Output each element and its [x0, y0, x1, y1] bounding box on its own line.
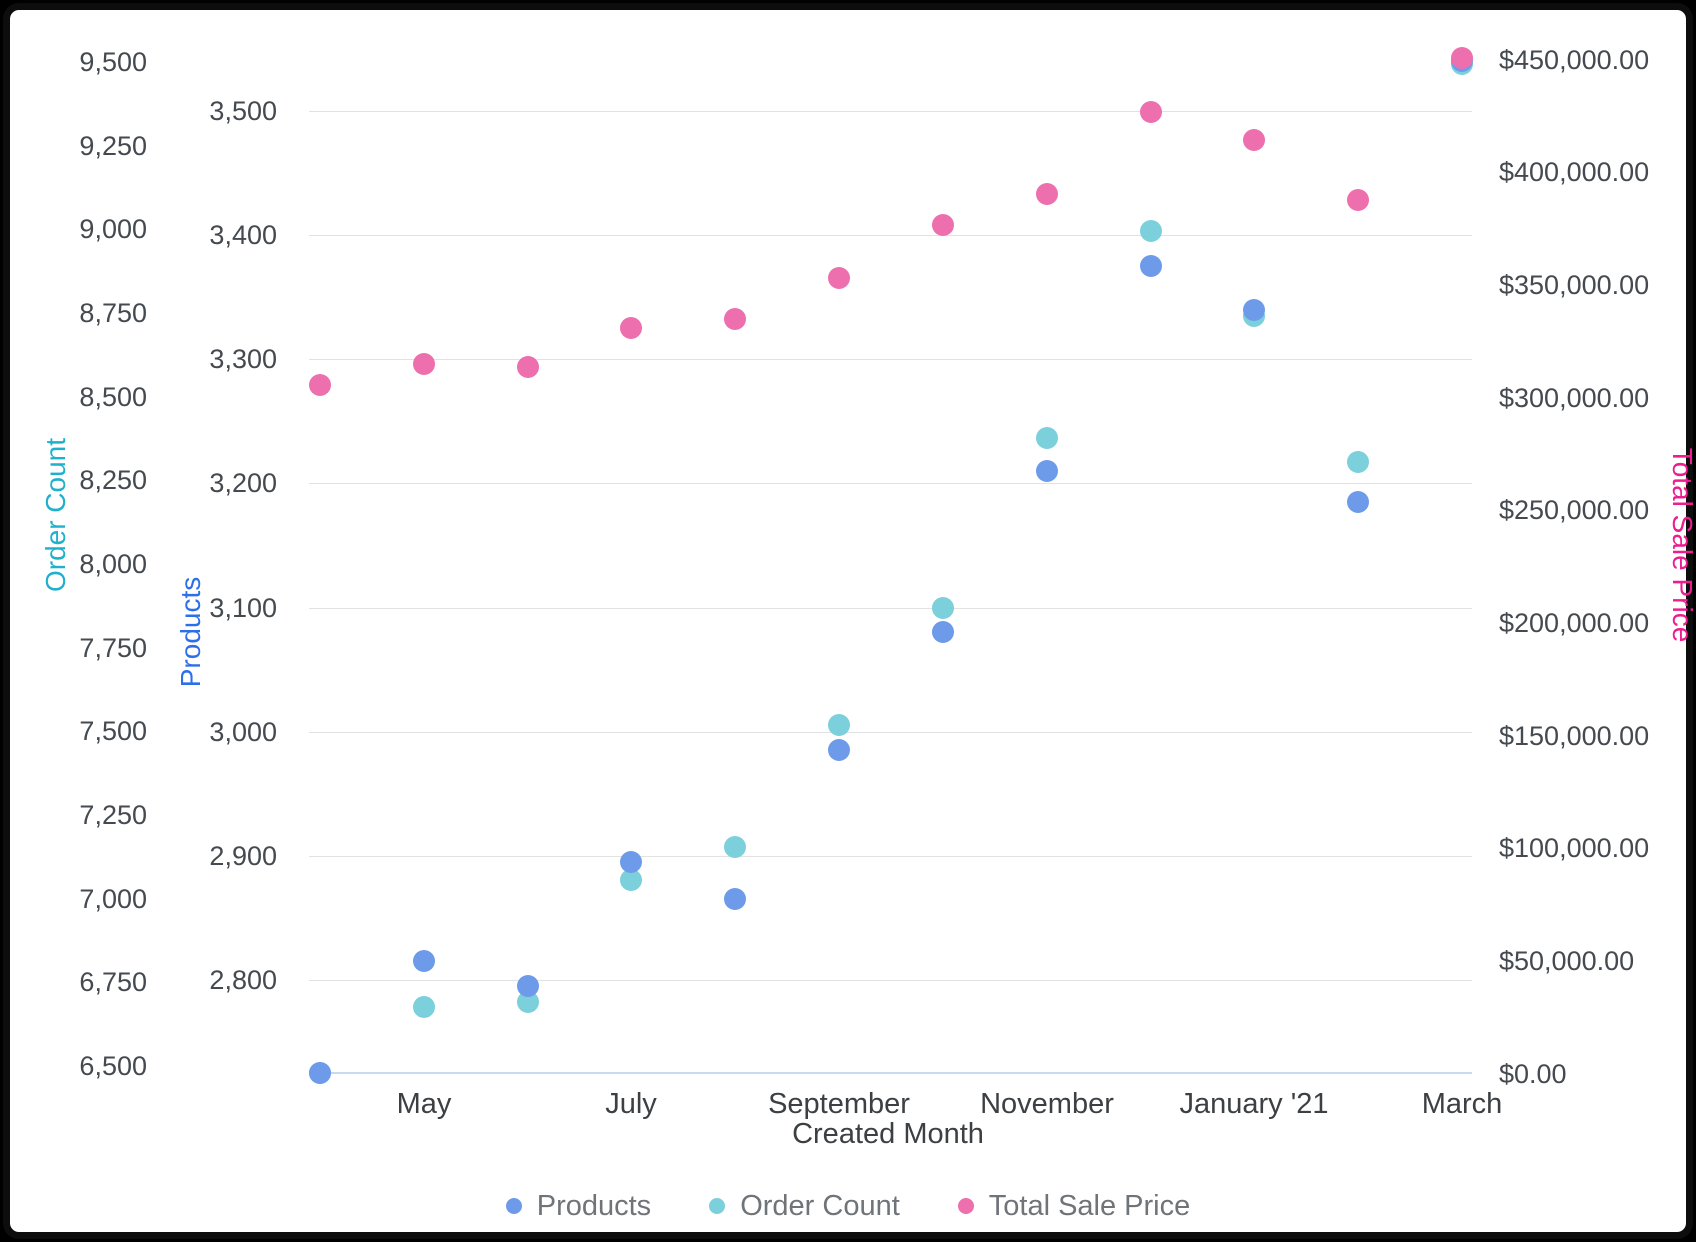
data-point-order_count[interactable]	[724, 836, 746, 858]
total-sale-price-tick-label: $0.00	[1499, 1059, 1567, 1089]
gridline	[309, 732, 1472, 733]
order-count-tick-label: 8,000	[79, 549, 147, 579]
data-point-order_count[interactable]	[1347, 451, 1369, 473]
gridline	[309, 483, 1472, 484]
order-count-tick-label: 9,250	[79, 131, 147, 161]
products-tick-label: 3,100	[209, 593, 277, 623]
products-tick-label: 2,800	[209, 965, 277, 995]
order-count-tick-label: 9,000	[79, 214, 147, 244]
data-point-products[interactable]	[413, 950, 435, 972]
products-tick-label: 3,200	[209, 468, 277, 498]
data-point-total_sale_price[interactable]	[1451, 47, 1473, 69]
data-point-order_count[interactable]	[413, 996, 435, 1018]
total-sale-price-tick-label: $350,000.00	[1499, 270, 1650, 300]
legend-swatch-icon	[957, 1198, 974, 1214]
data-point-total_sale_price[interactable]	[413, 353, 435, 375]
x-tick-label: September	[768, 1088, 910, 1120]
products-tick-label: 3,300	[209, 344, 277, 374]
legend-swatch-icon	[709, 1198, 726, 1214]
order-count-tick-label: 6,750	[79, 967, 147, 997]
x-axis-line	[309, 1072, 1472, 1074]
total-sale-price-tick-label: $50,000.00	[1499, 946, 1635, 976]
order-count-tick-label: 7,000	[79, 884, 147, 914]
legend-item[interactable]: Products	[505, 1189, 652, 1223]
x-tick-label: July	[605, 1088, 657, 1120]
data-point-products[interactable]	[724, 888, 746, 910]
legend-label: Total Sale Price	[988, 1189, 1191, 1222]
data-point-products[interactable]	[309, 1062, 331, 1084]
total-sale-price-tick-label: $250,000.00	[1499, 495, 1650, 525]
data-point-total_sale_price[interactable]	[724, 308, 746, 330]
data-point-total_sale_price[interactable]	[828, 267, 850, 289]
x-axis-title: Created Month	[792, 1118, 984, 1150]
total-sale-price-tick-label: $300,000.00	[1499, 383, 1650, 413]
order-count-tick-label: 7,250	[79, 800, 147, 830]
data-point-total_sale_price[interactable]	[517, 356, 539, 378]
order-count-tick-label: 9,500	[79, 47, 147, 77]
data-point-products[interactable]	[1347, 491, 1369, 513]
data-point-products[interactable]	[1036, 460, 1058, 482]
order-count-tick-label: 8,250	[79, 465, 147, 495]
legend-swatch-icon	[505, 1198, 522, 1214]
data-point-products[interactable]	[620, 851, 642, 873]
gridline	[309, 111, 1472, 112]
data-point-total_sale_price[interactable]	[620, 317, 642, 339]
x-tick-label: March	[1421, 1088, 1503, 1120]
x-tick-label: November	[980, 1088, 1114, 1120]
data-point-products[interactable]	[1140, 255, 1162, 277]
gridline	[309, 235, 1472, 236]
data-point-order_count[interactable]	[932, 597, 954, 619]
products-tick-label: 2,900	[209, 841, 277, 871]
data-point-total_sale_price[interactable]	[1243, 129, 1265, 151]
total-sale-price-tick-label: $150,000.00	[1499, 721, 1650, 751]
data-point-total_sale_price[interactable]	[1347, 189, 1369, 211]
total-sale-price-tick-label: $200,000.00	[1499, 608, 1650, 638]
data-point-total_sale_price[interactable]	[1036, 183, 1058, 205]
total-sale-price-tick-label: $100,000.00	[1499, 833, 1650, 863]
order-count-tick-label: 6,500	[79, 1051, 147, 1081]
legend-label: Order Count	[740, 1189, 900, 1222]
gridline	[309, 608, 1472, 609]
legend-item[interactable]: Total Sale Price	[957, 1189, 1191, 1223]
data-point-products[interactable]	[1243, 299, 1265, 321]
products-tick-label: 3,500	[209, 96, 277, 126]
data-point-products[interactable]	[517, 975, 539, 997]
products-axis-title: Products	[175, 576, 206, 688]
legend-label: Products	[536, 1189, 652, 1222]
data-point-order_count[interactable]	[828, 714, 850, 736]
order-count-tick-label: 7,500	[79, 716, 147, 746]
data-point-total_sale_price[interactable]	[932, 214, 954, 236]
order-count-tick-label: 7,750	[79, 633, 147, 663]
total-sale-price-tick-label: $450,000.00	[1499, 45, 1650, 75]
order-count-tick-label: 8,750	[79, 298, 147, 328]
legend-item[interactable]: Order Count	[709, 1190, 900, 1223]
products-tick-label: 3,400	[209, 220, 277, 250]
chart-legend: Products Order Count Total Sale Price	[10, 1184, 1686, 1228]
data-point-order_count[interactable]	[1140, 220, 1162, 242]
order-count-axis-title: Order Count	[40, 437, 71, 593]
total-sale-price-tick-label: $400,000.00	[1499, 157, 1650, 187]
data-point-order_count[interactable]	[517, 991, 539, 1013]
products-tick-label: 3,000	[209, 717, 277, 747]
data-point-products[interactable]	[828, 739, 850, 761]
x-tick-label: May	[396, 1088, 452, 1120]
gridline	[309, 856, 1472, 857]
total-sale-price-axis-title: Total Sale Price	[1667, 447, 1696, 643]
gridline	[309, 359, 1472, 360]
data-point-order_count[interactable]	[620, 869, 642, 891]
chart-card: 6,500 6,750 7,000 7,250 7,500 7,750 8,000 8,250…	[3, 3, 1696, 1239]
data-point-total_sale_price[interactable]	[1140, 101, 1162, 123]
gridline	[309, 980, 1472, 981]
plot-area: 6,500 6,750 7,000 7,250 7,500 7,750 8,000 8,250…	[10, 10, 1686, 1232]
data-point-total_sale_price[interactable]	[309, 374, 331, 396]
data-point-products[interactable]	[932, 621, 954, 643]
order-count-tick-label: 8,500	[79, 382, 147, 412]
x-tick-label: January '21	[1179, 1088, 1329, 1120]
data-point-order_count[interactable]	[1036, 427, 1058, 449]
